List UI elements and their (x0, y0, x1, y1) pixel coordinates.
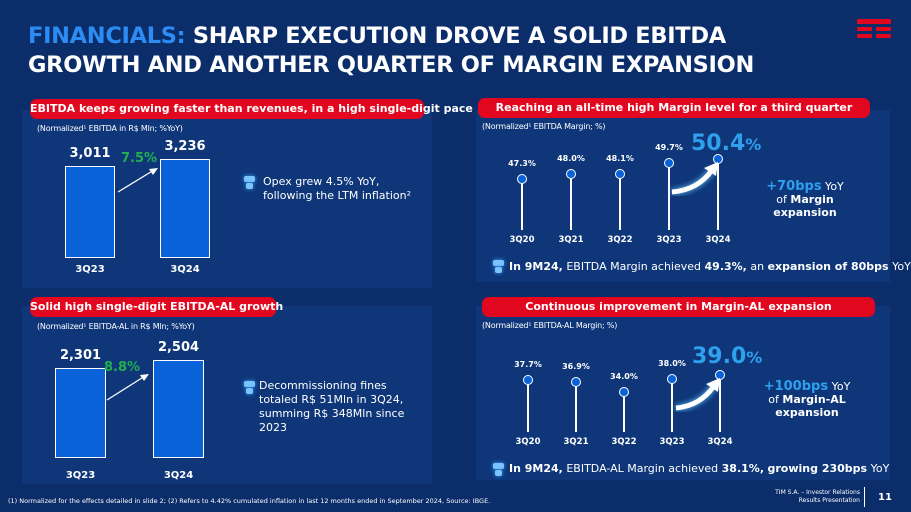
footer-company: TIM S.A. – Investor Relations Results Pre… (775, 489, 860, 504)
lollipop-dot (571, 377, 581, 388)
category-label: 3Q24 (705, 235, 731, 245)
ebitda-growth: 7.5% (121, 151, 158, 166)
lollipop-stem (717, 158, 719, 230)
category-label: 3Q20 (509, 235, 535, 245)
data-label: 2,504 (157, 340, 200, 355)
bullet-icon (493, 463, 504, 476)
page-title: FINANCIALS: SHARP EXECUTION DROVE A SOLI… (28, 23, 754, 78)
category-label: 3Q22 (607, 235, 633, 245)
ebitda-subtitle: (Normalized¹ EBITDA in R$ Mln; %YoY) (37, 124, 183, 133)
ebitda-heading: EBITDA keeps growing faster than revenue… (30, 99, 473, 119)
category-label: 3Q22 (611, 437, 637, 447)
opex-note: Opex grew 4.5% YoY, following the LTM in… (263, 175, 411, 202)
lollipop-stem (570, 174, 572, 230)
bullet-icon (244, 381, 255, 394)
category-label: 3Q23 (656, 235, 682, 245)
margin-heading: Reaching an all-time high Margin level f… (478, 98, 870, 118)
lollipop-stem (521, 178, 523, 230)
lollipop-dot (713, 153, 723, 164)
page-number: 11 (878, 492, 892, 503)
data-label: 37.7% (514, 359, 542, 369)
up-arrow-icon (671, 162, 718, 195)
lollipop-stem (668, 163, 670, 230)
category-label: 3Q24 (163, 470, 194, 481)
tim-logo (857, 19, 891, 38)
lollipop-stem (575, 382, 577, 432)
category-label: 3Q24 (707, 437, 733, 447)
data-label: 38.0% (658, 358, 686, 368)
category-label: 3Q21 (563, 437, 589, 447)
ebitda-al-subtitle: (Normalized¹ EBITDA-AL in R$ Mln; %YoY) (37, 322, 195, 331)
ebitda-al-growth: 8.8% (104, 360, 141, 375)
category-label: 3Q21 (558, 235, 584, 245)
margin-al-side-text: +100bps YoY of Margin-AL expansion (763, 379, 851, 419)
data-label: 2,301 (59, 347, 102, 363)
category-label: 3Q23 (65, 470, 96, 481)
lollipop-dot (615, 168, 625, 179)
footnotes: (1) Normalized for the effects detailed … (8, 497, 491, 505)
bar (55, 367, 106, 458)
data-label: 3,011 (69, 145, 111, 161)
margin-subtitle: (Normalized¹ EBITDA Margin; %) (482, 122, 606, 131)
bar (65, 165, 115, 258)
margin-al-subtitle: (Normalized¹ EBITDA-AL Margin; %) (482, 321, 618, 330)
lollipop-dot (715, 370, 725, 381)
margin-al-heading: Continuous improvement in Margin-AL expa… (482, 297, 875, 317)
data-label: 36.9% (562, 362, 590, 372)
data-label: 49.7% (655, 143, 683, 153)
lollipop-dot (667, 373, 677, 384)
bar (153, 360, 204, 458)
lollipop-dot (664, 158, 674, 169)
growth-arrow-icon (117, 168, 158, 193)
bar (160, 159, 210, 258)
margin-note: In 9M24, EBITDA Margin achieved 49.3%, a… (509, 260, 911, 273)
bullet-icon (244, 176, 255, 189)
margin-side-text: +70bps YoY of Margin expansion (766, 179, 844, 219)
lollipop-dot (566, 169, 576, 180)
fines-note: Decommissioning fines totaled R$ 51Mln i… (259, 379, 405, 434)
bullet-icon (493, 260, 504, 273)
data-label: 3,236 (164, 139, 206, 154)
up-arrow-icon (675, 378, 720, 411)
category-label: 3Q23 (75, 264, 105, 275)
lollipop-dot (523, 374, 533, 385)
data-label: 34.0% (610, 371, 638, 381)
margin-al-highlight: 39.0% (692, 344, 763, 369)
lollipop-stem (527, 379, 529, 432)
lollipop-dot (517, 173, 527, 184)
data-label: 47.3% (508, 158, 536, 168)
data-label: 48.1% (606, 153, 634, 163)
margin-panel (476, 110, 890, 282)
lollipop-stem (619, 173, 621, 230)
ebitda-al-heading: Solid high single-digit EBITDA-AL growth (30, 297, 283, 317)
margin-highlight: 50.4% (691, 131, 762, 156)
lollipop-stem (623, 391, 625, 432)
footer-divider (864, 487, 865, 507)
category-label: 3Q23 (659, 437, 685, 447)
data-label: 48.0% (557, 154, 585, 164)
margin-al-panel (476, 306, 890, 480)
growth-arrow-icon (106, 374, 149, 401)
category-label: 3Q20 (515, 437, 541, 447)
margin-al-note: In 9M24, EBITDA-AL Margin achieved 38.1%… (509, 462, 890, 475)
category-label: 3Q24 (170, 264, 200, 275)
lollipop-dot (619, 386, 629, 397)
lollipop-stem (671, 378, 673, 432)
lollipop-stem (719, 375, 721, 432)
